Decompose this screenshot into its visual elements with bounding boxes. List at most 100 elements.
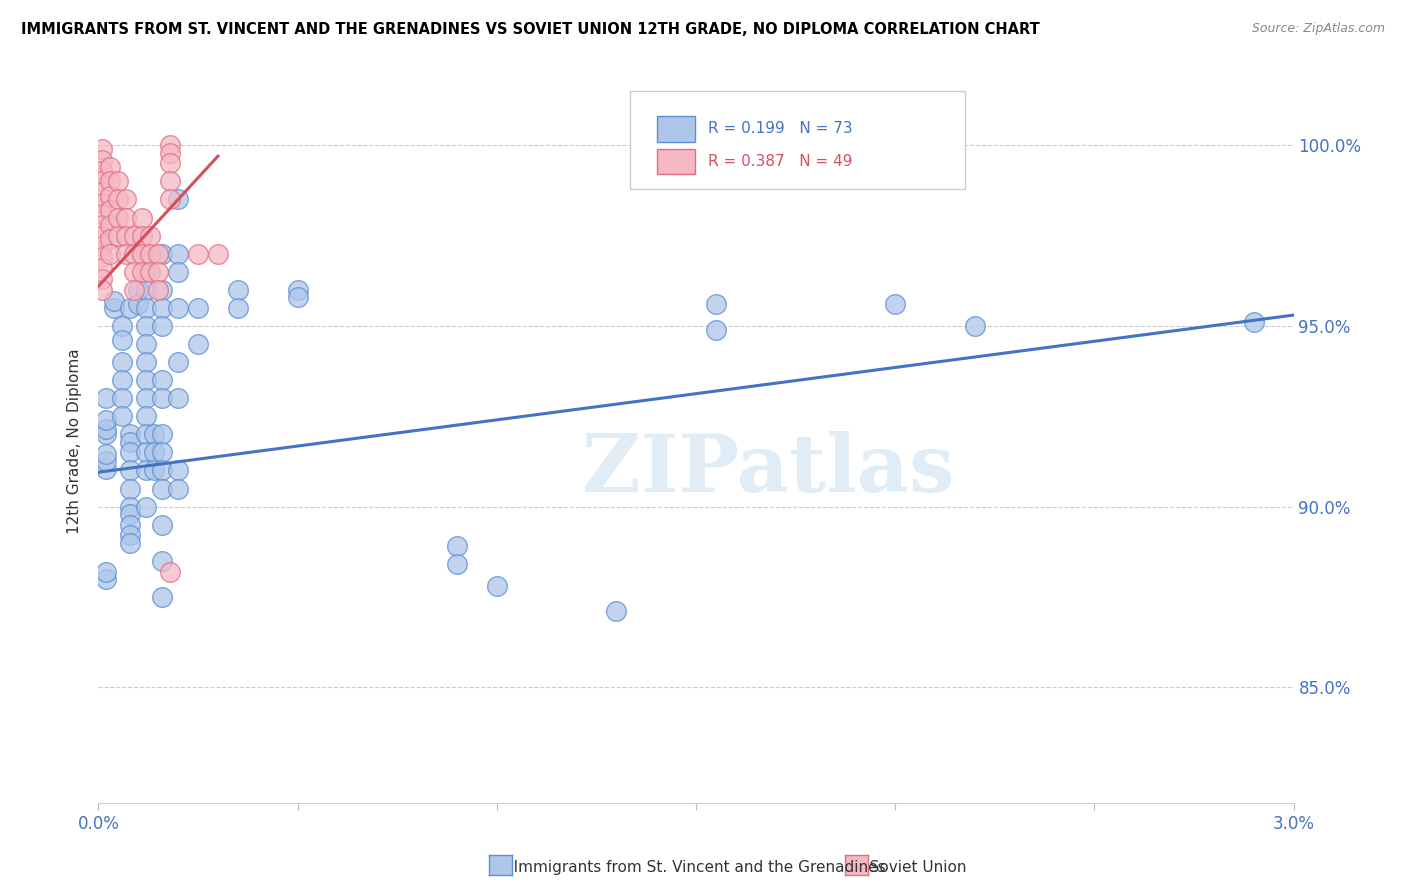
Point bbox=[167, 482, 190, 496]
Point bbox=[91, 142, 114, 156]
Point bbox=[115, 246, 138, 260]
Point bbox=[98, 174, 122, 188]
Point bbox=[159, 565, 181, 579]
Point bbox=[107, 193, 129, 207]
Point bbox=[187, 246, 209, 260]
Point bbox=[135, 409, 157, 424]
Point bbox=[91, 163, 114, 178]
Point bbox=[884, 297, 907, 311]
Point bbox=[98, 160, 122, 174]
Point bbox=[963, 318, 986, 333]
Point bbox=[159, 145, 181, 160]
Point bbox=[127, 297, 149, 311]
Point bbox=[150, 590, 173, 604]
Point bbox=[135, 500, 157, 514]
Point bbox=[111, 409, 134, 424]
Point bbox=[91, 283, 114, 297]
Point bbox=[159, 156, 181, 170]
Point bbox=[111, 391, 134, 405]
Point bbox=[98, 246, 122, 260]
Point bbox=[120, 463, 142, 477]
Point bbox=[150, 427, 173, 442]
Point bbox=[115, 193, 138, 207]
Point bbox=[124, 228, 146, 243]
Bar bbox=[657, 149, 695, 174]
Point bbox=[704, 297, 727, 311]
Point bbox=[150, 445, 173, 459]
Point bbox=[135, 445, 157, 459]
Point bbox=[135, 373, 157, 387]
Point bbox=[91, 207, 114, 221]
Point bbox=[120, 535, 142, 549]
Point bbox=[120, 445, 142, 459]
Point bbox=[96, 572, 118, 586]
Point bbox=[135, 337, 157, 351]
Point bbox=[96, 391, 118, 405]
Point bbox=[115, 211, 138, 225]
Point bbox=[96, 454, 118, 468]
Point bbox=[139, 265, 162, 279]
Point bbox=[135, 265, 157, 279]
Point bbox=[115, 228, 138, 243]
Point bbox=[98, 189, 122, 203]
Point bbox=[139, 246, 162, 260]
Point bbox=[96, 447, 118, 461]
Point bbox=[167, 391, 190, 405]
Point bbox=[148, 246, 170, 260]
Bar bbox=[657, 116, 695, 142]
Point bbox=[91, 228, 114, 243]
Point bbox=[150, 482, 173, 496]
Point bbox=[187, 337, 209, 351]
Point bbox=[150, 391, 173, 405]
Point bbox=[135, 391, 157, 405]
Point bbox=[135, 246, 157, 260]
Point bbox=[1243, 315, 1265, 329]
Point bbox=[120, 517, 142, 532]
Point bbox=[96, 427, 118, 442]
Point bbox=[187, 301, 209, 315]
Point bbox=[446, 558, 468, 572]
Point bbox=[135, 283, 157, 297]
Point bbox=[91, 239, 114, 253]
Point bbox=[111, 355, 134, 369]
Point bbox=[135, 427, 157, 442]
Point bbox=[96, 461, 118, 475]
Text: Source: ZipAtlas.com: Source: ZipAtlas.com bbox=[1251, 22, 1385, 36]
Point bbox=[131, 228, 153, 243]
Point bbox=[150, 318, 173, 333]
Text: IMMIGRANTS FROM ST. VINCENT AND THE GRENADINES VS SOVIET UNION 12TH GRADE, NO DI: IMMIGRANTS FROM ST. VINCENT AND THE GREN… bbox=[21, 22, 1040, 37]
Point bbox=[150, 373, 173, 387]
Text: R = 0.199   N = 73: R = 0.199 N = 73 bbox=[709, 121, 852, 136]
Point bbox=[103, 301, 125, 315]
Point bbox=[107, 211, 129, 225]
Point bbox=[159, 193, 181, 207]
Point bbox=[96, 413, 118, 427]
Point bbox=[135, 301, 157, 315]
Point bbox=[167, 463, 190, 477]
Point bbox=[124, 246, 146, 260]
Point bbox=[120, 507, 142, 521]
Point bbox=[207, 246, 229, 260]
Point bbox=[485, 579, 508, 593]
Point bbox=[139, 228, 162, 243]
Point bbox=[131, 265, 153, 279]
Point bbox=[167, 246, 190, 260]
Point bbox=[127, 283, 149, 297]
Point bbox=[91, 250, 114, 264]
Point bbox=[143, 463, 166, 477]
Point bbox=[159, 174, 181, 188]
Point bbox=[167, 355, 190, 369]
Point bbox=[120, 500, 142, 514]
Point bbox=[135, 318, 157, 333]
Point bbox=[120, 482, 142, 496]
Point bbox=[446, 539, 468, 553]
Point bbox=[98, 218, 122, 232]
Point bbox=[167, 265, 190, 279]
Point bbox=[91, 218, 114, 232]
Y-axis label: 12th Grade, No Diploma: 12th Grade, No Diploma bbox=[67, 349, 83, 534]
Point bbox=[107, 174, 129, 188]
Point bbox=[150, 517, 173, 532]
Point bbox=[150, 463, 173, 477]
Point bbox=[167, 301, 190, 315]
Text: ZIPatlas: ZIPatlas bbox=[582, 432, 953, 509]
